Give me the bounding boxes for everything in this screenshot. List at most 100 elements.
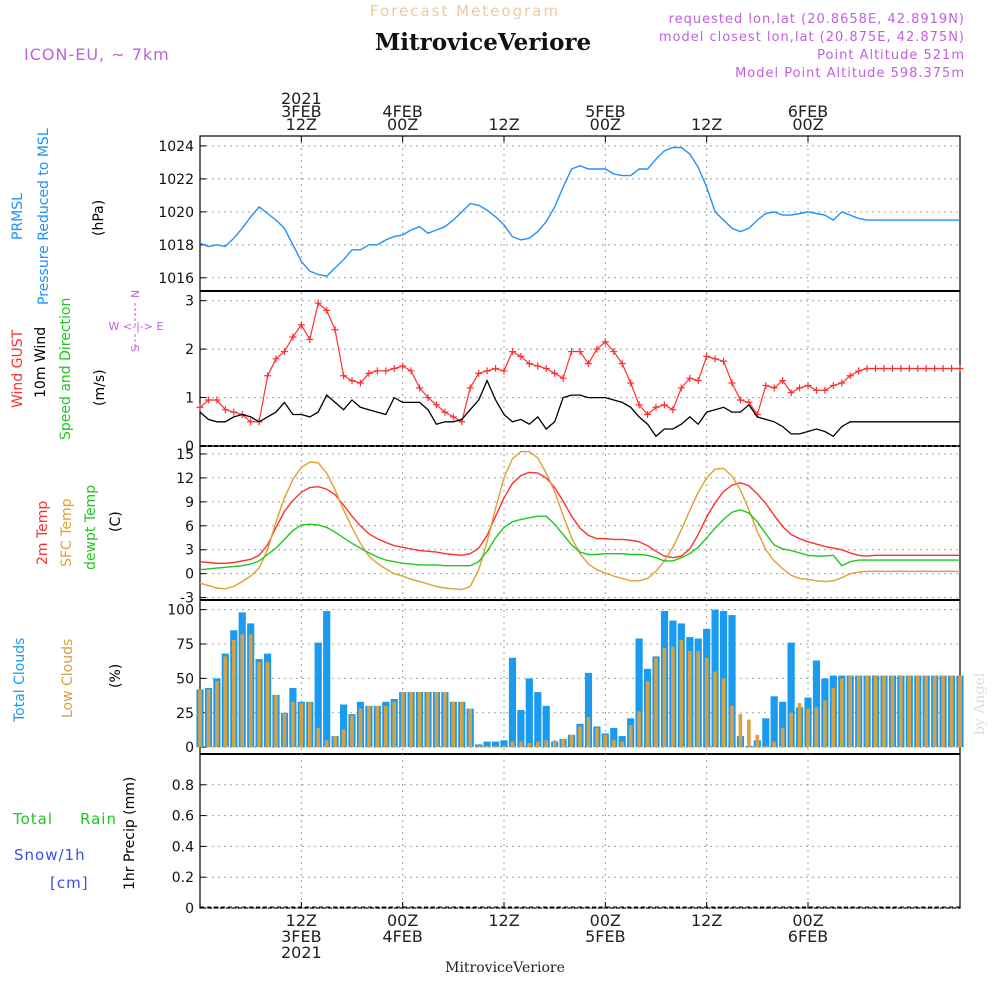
low-cloud-bar [738, 714, 743, 748]
low-cloud-bar [797, 703, 802, 748]
low-cloud-bar [240, 634, 244, 748]
x-tick-label-top: 12Z [691, 115, 722, 134]
low-cloud-bar [595, 727, 599, 748]
gust-point-marker [703, 352, 711, 360]
low-cloud-bar [519, 741, 523, 748]
gust-point-marker [576, 348, 584, 356]
gust-point-marker [846, 372, 854, 380]
model-point-altitude: Model Point Altitude 598.375m [735, 66, 965, 81]
low-cloud-bar [586, 716, 591, 748]
y-tick-label: 1022 [158, 172, 194, 188]
low-cloud-bar [578, 726, 582, 748]
chart-marks [196, 146, 964, 908]
total-clouds-label: Total Clouds [12, 638, 28, 723]
total-cloud-bar [500, 740, 508, 748]
t2m-label: 2m Temp [35, 501, 51, 565]
y-tick-label: 12 [176, 471, 194, 487]
gust-point-marker [508, 348, 516, 356]
x-tick-label-top: 12Z [286, 115, 317, 134]
gust-point-marker [922, 365, 930, 372]
total-cloud-bar [542, 705, 550, 748]
gust-point-marker [306, 335, 314, 343]
sfc-label: SFC Temp [59, 498, 75, 567]
requested-coords: requested lon,lat (20.8658E, 42.8919N) [669, 12, 965, 27]
wind-label: 10m Wind [33, 327, 49, 398]
gust-point-marker [905, 365, 913, 372]
low-cloud-bar [476, 745, 481, 748]
low-cloud-bar [232, 639, 236, 748]
plot-frame [199, 135, 961, 909]
low-cloud-bar [265, 661, 270, 748]
gust-point-marker [542, 365, 550, 372]
low-cloud-bar [823, 700, 827, 748]
y-tick-label: 100 [167, 603, 194, 619]
credit-text: by Angel [972, 672, 988, 735]
low-cloud-bar [924, 675, 928, 748]
low-cloud-bar [527, 743, 532, 748]
x-tick-label-bottom: 12Z [488, 911, 519, 930]
temp-labels: 2m Temp SFC Temp dewpt Temp (C) [35, 485, 124, 570]
total-rain-label-b: Rain [80, 810, 117, 828]
x-tick-label-bottom: 00Z [792, 911, 823, 930]
low-cloud-bar [848, 675, 852, 748]
y-tick-label: 9 [185, 495, 194, 511]
total-cloud-bar [483, 741, 491, 748]
gust-point-marker [736, 396, 744, 404]
low-cloud-bar [544, 740, 548, 748]
low-cloud-bar [316, 727, 320, 748]
total-cloud-bar [517, 710, 525, 748]
gust-point-marker [525, 360, 533, 368]
gust-point-marker [221, 406, 229, 414]
gust-point-marker [356, 379, 364, 387]
total-cloud-bar [340, 704, 348, 748]
low-cloud-bar [840, 678, 844, 748]
gust-point-marker [551, 369, 559, 377]
low-cloud-bar [485, 745, 489, 748]
low-cloud-bar [628, 725, 633, 748]
gust-point-marker [289, 333, 297, 341]
gust-point-marker [787, 389, 795, 397]
t2m-series-line [199, 471, 960, 564]
total-cloud-bar [787, 642, 795, 748]
snow-label: Snow/1h [14, 846, 86, 864]
gust-point-marker [686, 374, 694, 382]
gust-point-marker [373, 367, 381, 375]
prmsl-series-line [199, 146, 960, 277]
low-cloud-bar [400, 692, 405, 748]
dewpt-label: dewpt Temp [83, 485, 99, 570]
gust-point-marker [956, 365, 964, 372]
cloud-unit: (%) [108, 664, 124, 688]
y-tick-label: 0 [185, 901, 194, 917]
direction-label: Speed and Direction [58, 298, 74, 440]
total-cloud-bar [508, 657, 517, 748]
gust-point-marker [399, 362, 407, 370]
low-cloud-bar [704, 657, 709, 748]
gust-point-marker [931, 365, 939, 372]
gust-point-marker [838, 379, 846, 387]
gust-point-marker [475, 369, 483, 377]
gust-point-marker [204, 396, 212, 404]
low-cloud-bar [865, 675, 869, 748]
gust-point-marker [500, 367, 508, 375]
gust-point-marker [534, 362, 542, 370]
x-tick-label-top: 4FEB [382, 102, 422, 121]
gust-point-marker [559, 374, 567, 382]
gust-point-marker [280, 348, 288, 356]
low-cloud-bar [856, 675, 861, 748]
y-tick-label: 0.4 [172, 839, 194, 855]
x-tick-label-bottom: 12Z [286, 911, 317, 930]
gust-point-marker [677, 384, 685, 392]
gust-point-marker [331, 326, 339, 334]
low-cloud-bar [932, 675, 937, 748]
x-tick-label-bottom: 3FEB [281, 927, 321, 946]
low-cloud-bar [772, 741, 776, 748]
low-cloud-bar [451, 701, 456, 748]
precip-labels: Total Rain Snow/1h [cm] 1hr Precip (mm) [12, 777, 138, 892]
gust-point-marker [466, 384, 474, 392]
y-tick-label: 0.8 [172, 778, 194, 794]
low-cloud-bar [333, 736, 337, 748]
gust-point-marker [812, 386, 820, 394]
total-cloud-bar [584, 672, 593, 748]
